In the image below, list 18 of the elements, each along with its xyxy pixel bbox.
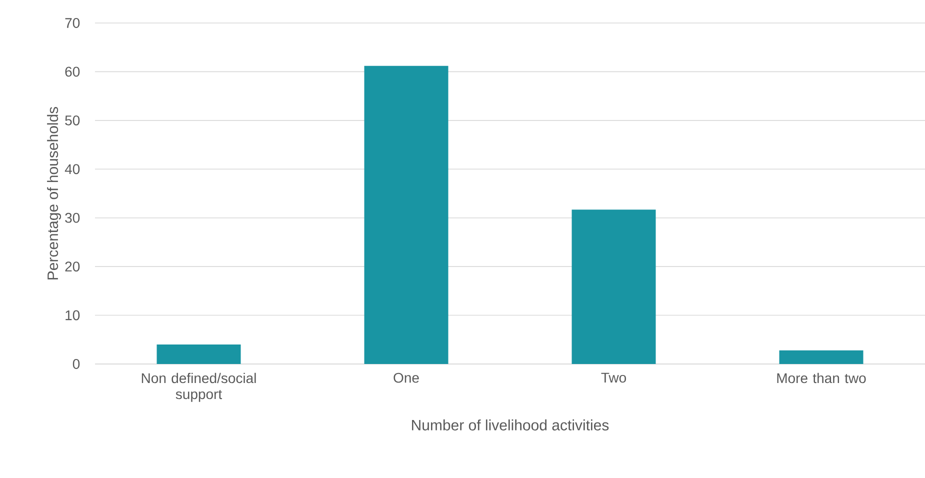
y-tick-label: 20 — [65, 262, 80, 272]
y-tick-label: 10 — [66, 310, 80, 320]
y-tick-label: 60 — [65, 66, 80, 77]
x-tick-label: Non defined/social support — [142, 372, 256, 402]
bar — [779, 350, 864, 364]
x-tick-label: Two — [601, 372, 626, 383]
y-tick-label: 50 — [65, 115, 80, 126]
x-tick-label: One — [394, 372, 419, 383]
x-tick-label: More than two — [777, 372, 866, 384]
y-tick-label: 0 — [72, 359, 80, 369]
y-tick-label: 30 — [65, 212, 80, 223]
x-axis-title: Number of livelihood activities — [412, 419, 609, 430]
bar — [364, 66, 448, 364]
bar — [572, 210, 656, 364]
y-tick-label: 70 — [65, 18, 80, 28]
y-tick-label: 40 — [64, 164, 80, 174]
y-axis-title: Percentage of households — [47, 106, 62, 280]
bar — [156, 344, 241, 364]
